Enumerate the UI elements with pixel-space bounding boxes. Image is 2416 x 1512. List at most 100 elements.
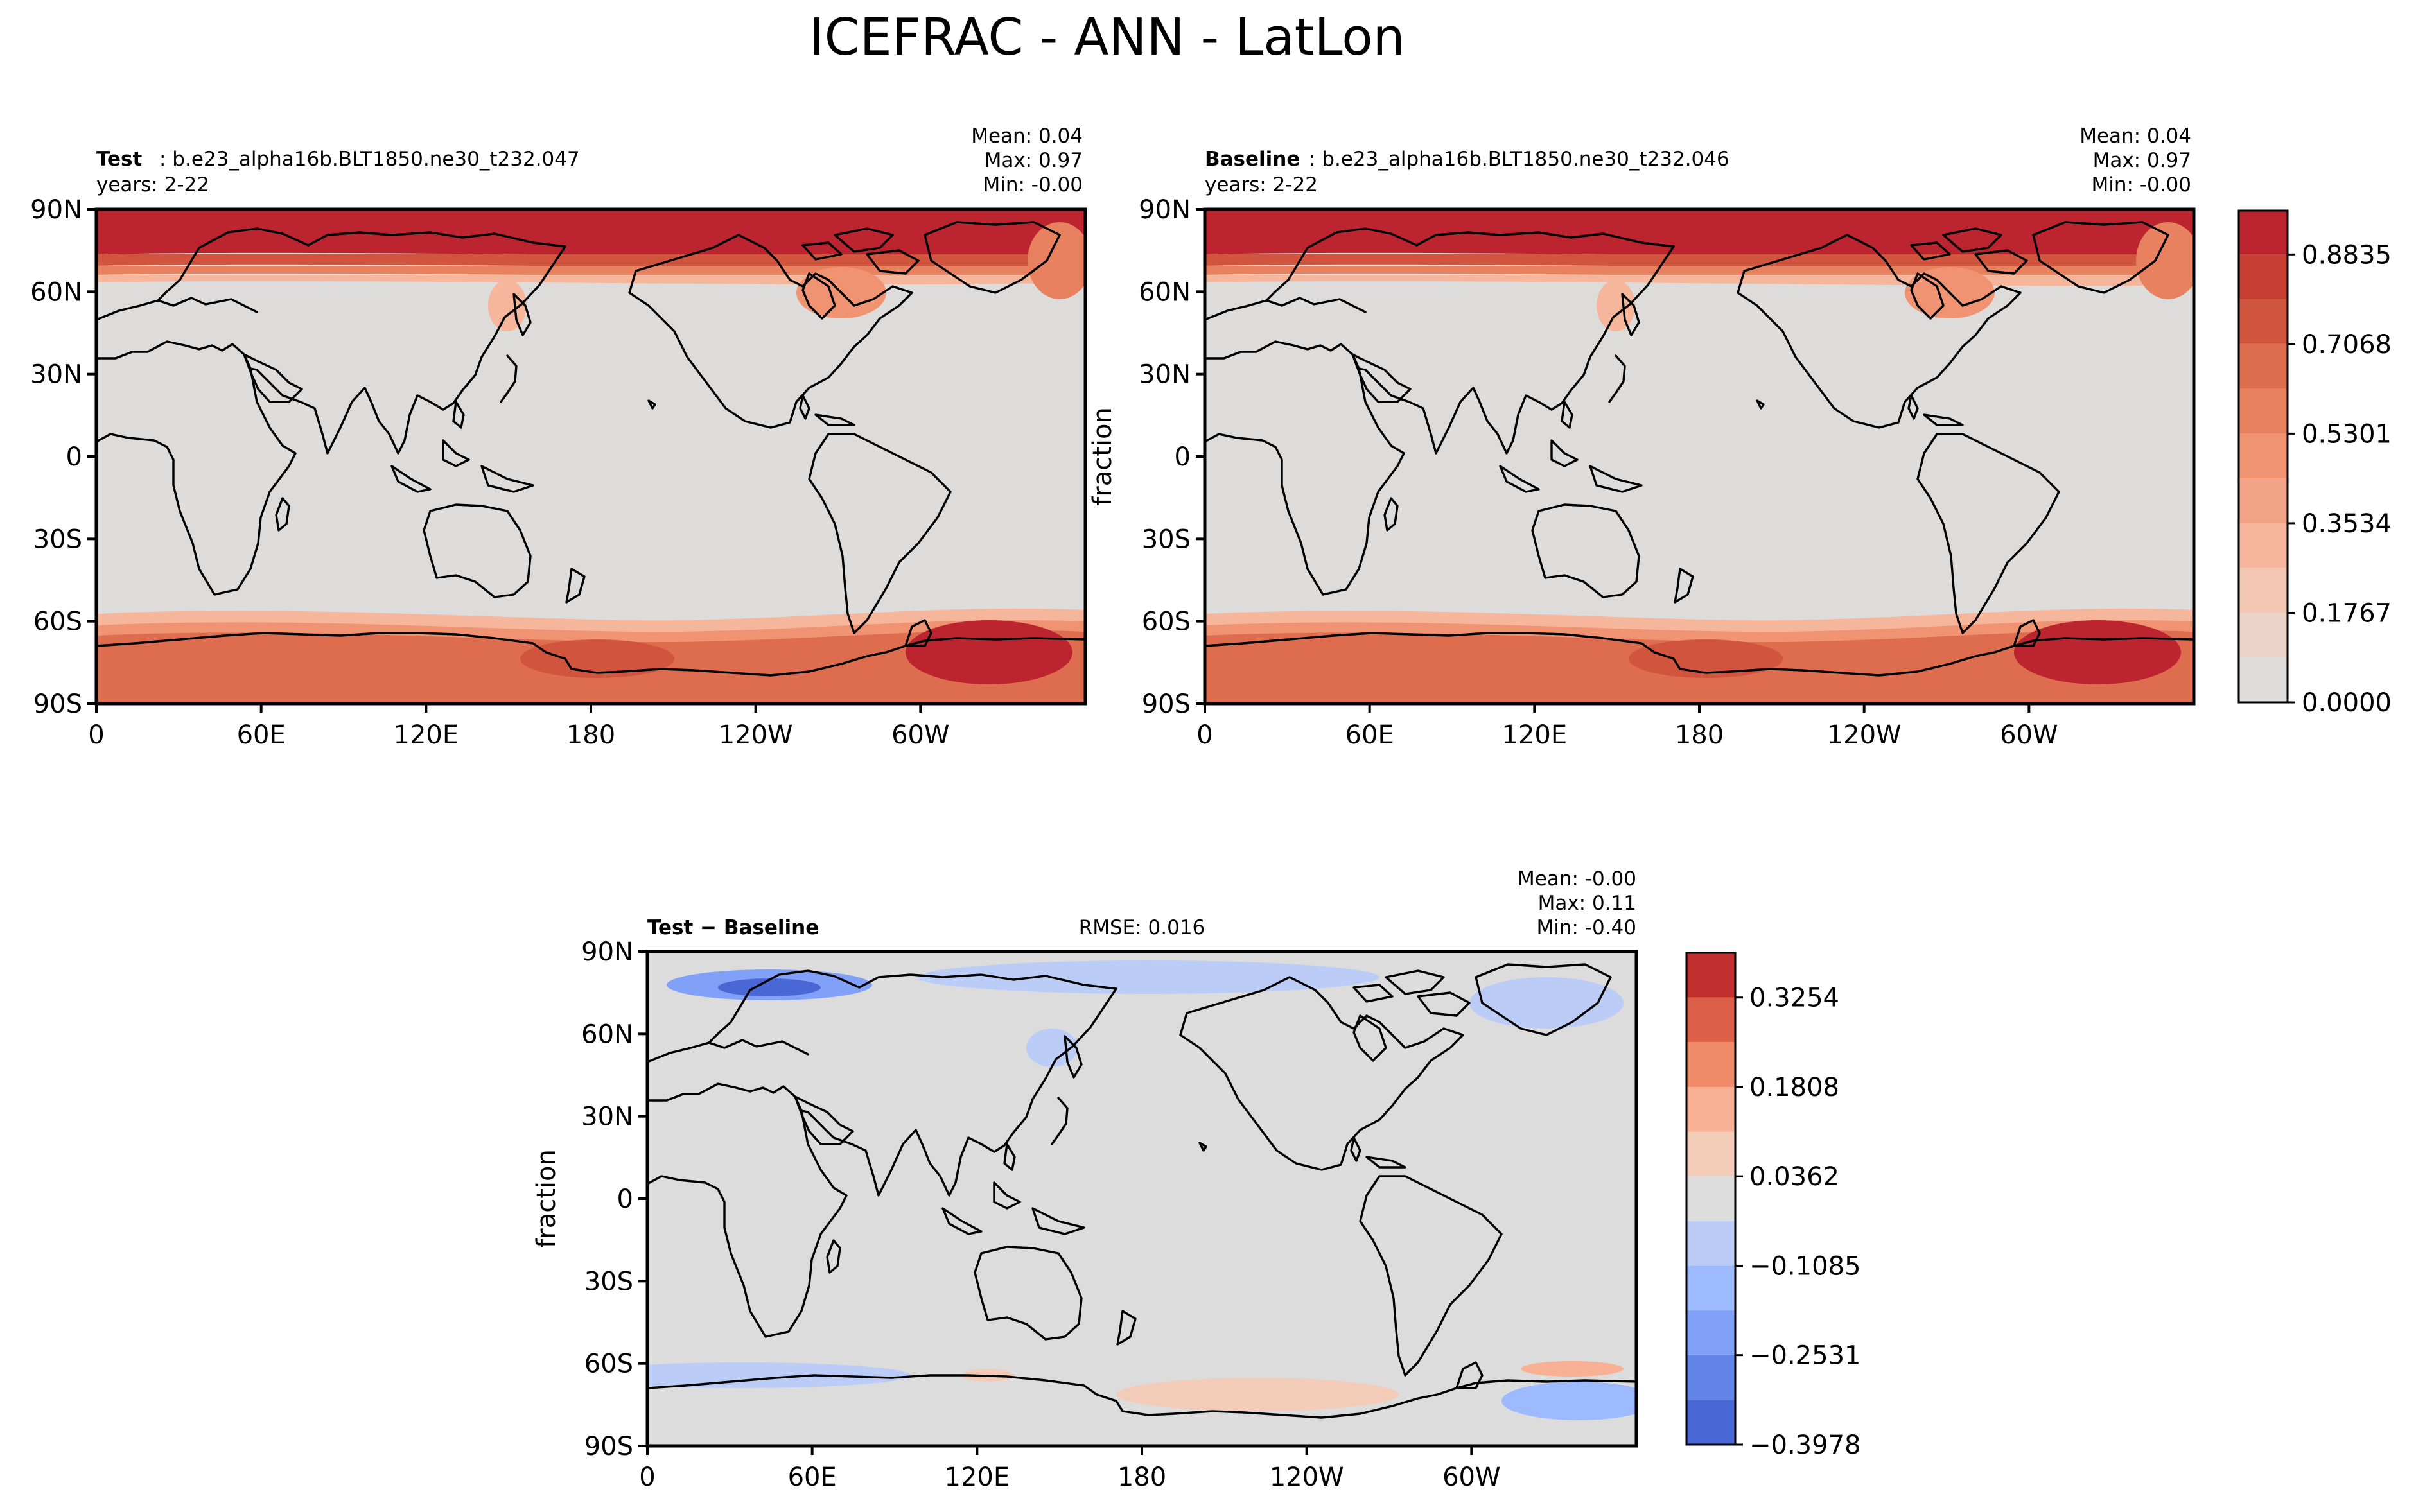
baseline-mean: Mean: 0.04 [2079,125,2191,148]
baseline-lat-ticks: 90N 60N 30N 0 30S 60S 90S [1139,195,1205,719]
lon-tick-label: 0 [639,1463,655,1492]
test-ice-field [96,209,1085,704]
baseline-ice-field [1205,209,2194,704]
colorbar-swatch [1686,1131,1735,1177]
lon-tick-label: 0 [88,720,104,750]
colorbar-tick-label: 0.1808 [1749,1073,1839,1102]
colorbar-swatch [1686,1221,1735,1266]
diff-panel: 90N 60N 30N 0 30S 60S 90S 0 60E 120E 180 120W 60W [581,937,1638,1492]
colorbar-tick-label: 0.0000 [2302,688,2392,718]
colorbar-swatch [2239,388,2288,434]
arctic-ice-band [96,254,1085,268]
baseline-lon-ticks: 0 60E 120E 180 120W 60W [1196,704,2058,750]
colorbar-swatch [2239,299,2288,344]
diff-lat-ticks: 90N 60N 30N 0 30S 60S 90S [581,937,647,1461]
lat-tick-label: 60S [33,607,82,637]
lat-tick-label: 30N [30,360,82,390]
colorbar-swatch [2239,433,2288,479]
weddell-sea-ice [2014,620,2181,684]
lon-tick-label: 120E [945,1463,1010,1492]
arctic-ice-band [96,209,1085,257]
colorbar-tick-label: 0.3534 [2302,509,2392,539]
lon-tick-label: 180 [1117,1463,1166,1492]
lon-tick-label: 180 [1675,720,1724,750]
diff-anomaly-blob [1116,1378,1399,1411]
colorbar-swatch [1686,953,1735,998]
test-panel: 90N 60N 30N 0 30S 60S 90S 0 60E 120E 180 120W 60W [30,195,1087,750]
test-mean: Mean: 0.04 [971,125,1083,148]
colorbar-swatch [1686,997,1735,1043]
lat-tick-label: 90S [1142,690,1191,719]
lat-tick-label: 60N [30,277,82,307]
diff-colorbar-ticks: −0.3978 −0.2531 −0.1085 0.0362 0.1808 0.3254 [1735,984,1860,1460]
colorbar-swatch [2239,568,2288,613]
colorbar-swatch [1686,1176,1735,1221]
test-lat-ticks: 90N 60N 30N 0 30S 60S 90S [30,195,96,719]
baseline-min: Min: -0.00 [2091,173,2191,196]
ross-sea-ice [520,639,674,678]
colorbar-swatch [2239,613,2288,658]
baseline-years: years: 2-22 [1205,173,1318,196]
test-case-name: : b.e23_alpha16b.BLT1850.ne30_t232.047 [159,148,580,171]
east-greenland-ice [1028,222,1085,299]
fraction-colorbar-swatches [2239,211,2288,702]
east-greenland-ice [2136,222,2194,299]
lat-tick-label: 90S [584,1432,633,1461]
arctic-ice-band [1205,254,2194,270]
colorbar-swatch [2239,523,2288,568]
diff-colorbar-swatches [1686,953,1735,1445]
lat-tick-label: 90N [30,195,82,225]
baseline-case-name: : b.e23_alpha16b.BLT1850.ne30_t232.046 [1309,148,1729,171]
baseline-ylabel: fraction [1088,407,1117,506]
lat-tick-label: 60S [1142,607,1191,637]
lat-tick-label: 60S [584,1350,633,1379]
diff-colorbar-frame [1685,952,1737,1446]
colorbar-swatch [1686,1355,1735,1400]
diff-anomaly-blob [1521,1361,1624,1377]
colorbar-swatch [1686,1086,1735,1132]
lon-tick-label: 120E [1502,720,1568,750]
baseline-max: Max: 0.97 [2093,149,2191,172]
colorbar-swatch [1686,1265,1735,1311]
test-label: Test [96,148,143,171]
lat-tick-label: 60N [1139,277,1191,307]
fraction-colorbar-ticks: 0.0000 0.1767 0.3534 0.5301 0.7068 0.8835 [2288,240,2392,718]
lon-tick-label: 60E [1345,720,1394,750]
colorbar-swatch [2239,657,2288,702]
diff-colorbar: −0.3978 −0.2531 −0.1085 0.0362 0.1808 0.3254 [1685,952,1860,1460]
test-min: Min: -0.00 [983,173,1083,196]
diff-ylabel: fraction [532,1149,561,1248]
colorbar-tick-label: −0.2531 [1749,1341,1860,1371]
arctic-ice-band [1205,209,2194,258]
diff-mean: Mean: -0.00 [1518,867,1636,891]
lat-tick-label: 30N [1139,360,1191,390]
baseline-label: Baseline [1205,148,1300,171]
colorbar-swatch [1686,1310,1735,1355]
colorbar-tick-label: 0.7068 [2302,330,2392,360]
lon-tick-label: 60W [1442,1463,1500,1492]
diff-anomaly-blob [647,1362,911,1388]
lat-tick-label: 30N [581,1102,633,1132]
lat-tick-label: 0 [1175,442,1191,472]
lon-tick-label: 120E [394,720,459,750]
fraction-colorbar-frame [2237,209,2289,704]
colorbar-tick-label: 0.1767 [2302,598,2392,628]
colorbar-swatch [1686,1042,1735,1087]
test-lon-ticks: 0 60E 120E 180 120W 60W [88,704,950,750]
lat-tick-label: 60N [581,1020,633,1049]
colorbar-swatch [2239,211,2288,255]
lon-tick-label: 0 [1196,720,1212,750]
lon-tick-label: 120W [1270,1463,1344,1492]
colorbar-swatch [2239,343,2288,389]
fraction-colorbar: 0.0000 0.1767 0.3534 0.5301 0.7068 0.8835 [2237,209,2392,718]
lon-tick-label: 60E [237,720,286,750]
lat-tick-label: 0 [617,1185,633,1214]
ross-sea-ice [1629,639,1783,678]
weddell-sea-ice [906,620,1072,684]
lat-tick-label: 0 [66,442,82,472]
lon-tick-label: 60W [891,720,949,750]
colorbar-tick-label: 0.5301 [2302,419,2392,449]
diff-anomaly-blob [1469,977,1624,1029]
test-max: Max: 0.97 [985,149,1083,172]
